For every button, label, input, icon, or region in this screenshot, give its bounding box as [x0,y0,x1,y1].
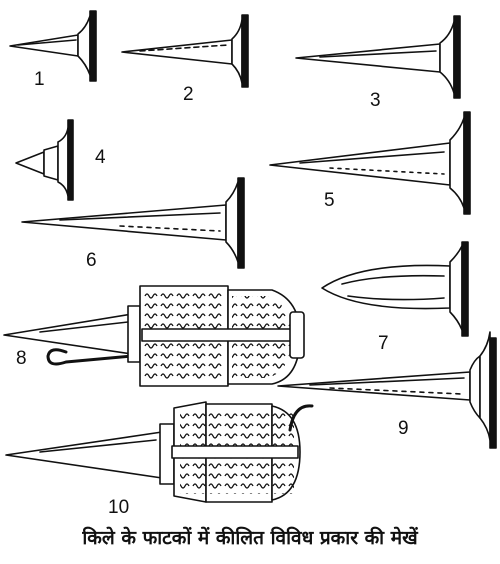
spikes-illustration: 1 2 3 4 5 6 7 8 9 10 [3,10,497,518]
spike-10 [5,401,314,503]
spike-4 [15,119,74,201]
figure-caption: किले के फाटकों में कीलित विविध प्रकार की… [82,527,418,549]
spike-3 [295,15,461,99]
label-3: 3 [370,90,381,111]
label-6: 6 [86,250,97,271]
label-2: 2 [183,84,194,105]
label-7: 7 [378,333,389,354]
label-4: 4 [95,147,106,168]
label-8: 8 [16,348,27,369]
label-5: 5 [324,190,335,211]
spike-9 [277,331,497,449]
spike-5 [269,111,471,215]
label-10: 10 [108,497,129,518]
label-9: 9 [398,418,409,439]
spike-8 [3,285,305,387]
spike-1 [9,10,97,82]
label-1: 1 [34,69,45,90]
spike-2 [121,14,249,88]
spike-7 [321,241,469,337]
spike-6 [21,177,245,269]
